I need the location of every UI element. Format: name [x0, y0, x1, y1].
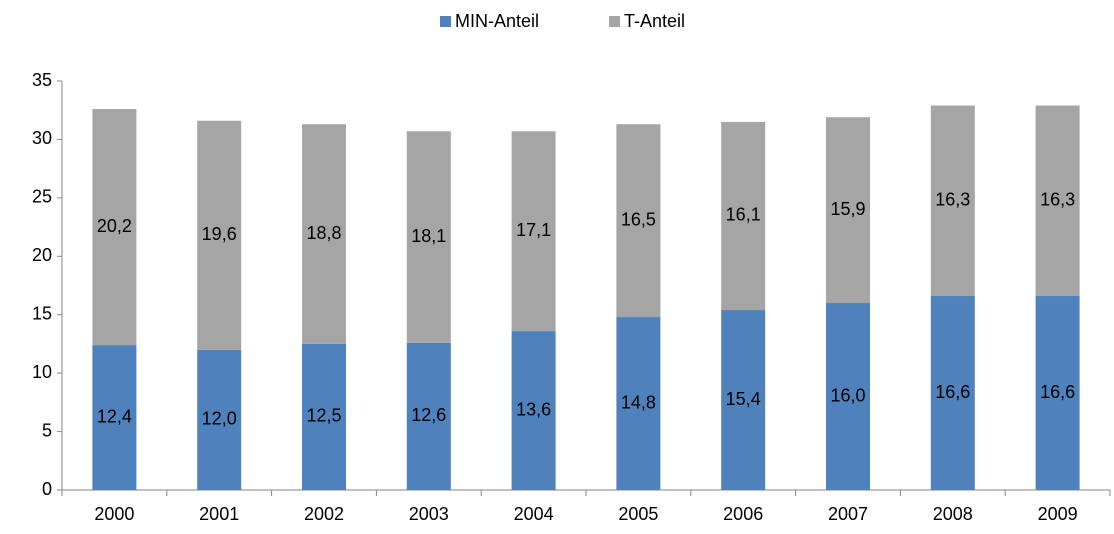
bar-segment: [930, 105, 975, 297]
data-label: 19,6: [202, 224, 237, 244]
x-tick-label: 2000: [94, 504, 134, 524]
x-tick-label: 2009: [1038, 504, 1078, 524]
bar-segment: [721, 121, 766, 311]
data-label: 20,2: [97, 216, 132, 236]
data-label: 12,4: [97, 406, 132, 426]
data-label: 15,9: [830, 199, 865, 219]
y-tick-label: 20: [32, 245, 52, 265]
bar-segment: [406, 342, 451, 490]
bar-segment: [930, 296, 975, 490]
data-label: 16,5: [621, 209, 656, 229]
bar-segment: [302, 124, 346, 344]
x-tick-label: 2008: [933, 504, 973, 524]
y-tick-label: 10: [32, 362, 52, 382]
bar-segment: [406, 131, 451, 343]
bar-segment: [511, 131, 556, 332]
data-label: 12,5: [306, 406, 341, 426]
data-label: 13,6: [516, 399, 551, 419]
x-tick-label: 2004: [514, 504, 554, 524]
x-tick-label: 2001: [199, 504, 239, 524]
bar-segment: [826, 303, 870, 490]
bar-segment: [302, 343, 346, 490]
data-label: 18,8: [306, 223, 341, 243]
legend-label: T-Anteil: [624, 11, 685, 31]
y-tick-label: 15: [32, 303, 52, 323]
data-label: 16,6: [1040, 382, 1075, 402]
bar-segment: [1035, 296, 1080, 490]
data-label: 15,4: [726, 389, 761, 409]
bar-segment: [197, 349, 242, 490]
bar-segment: [616, 124, 661, 318]
bar-segment: [1035, 105, 1080, 297]
data-label: 16,3: [1040, 190, 1075, 210]
bar-segment: [721, 310, 766, 490]
x-tick-label: 2005: [618, 504, 658, 524]
data-label: 14,8: [621, 392, 656, 412]
data-label: 12,0: [202, 409, 237, 429]
x-tick-label: 2006: [723, 504, 763, 524]
data-label: 16,6: [935, 382, 970, 402]
y-tick-label: 30: [32, 128, 52, 148]
legend-swatch: [609, 16, 621, 27]
y-tick-label: 5: [42, 420, 52, 440]
y-tick-label: 25: [32, 187, 52, 207]
y-tick-label: 35: [32, 70, 52, 90]
data-label: 16,3: [935, 190, 970, 210]
bar-segment: [92, 109, 137, 346]
data-label: 16,0: [830, 385, 865, 405]
bar-segment: [826, 117, 870, 304]
bar-segment: [511, 331, 556, 490]
bar-segment: [616, 317, 661, 490]
x-tick-label: 2002: [304, 504, 344, 524]
bar-segment: [197, 120, 242, 350]
data-label: 17,1: [516, 220, 551, 240]
data-label: 18,1: [411, 226, 446, 246]
data-label: 12,6: [411, 405, 446, 425]
x-tick-label: 2007: [828, 504, 868, 524]
data-label: 16,1: [726, 205, 761, 225]
legend-label: MIN-Anteil: [455, 11, 539, 31]
x-tick-label: 2003: [409, 504, 449, 524]
legend-swatch: [440, 16, 451, 27]
y-tick-label: 0: [42, 479, 52, 499]
bar-segment: [92, 345, 137, 490]
